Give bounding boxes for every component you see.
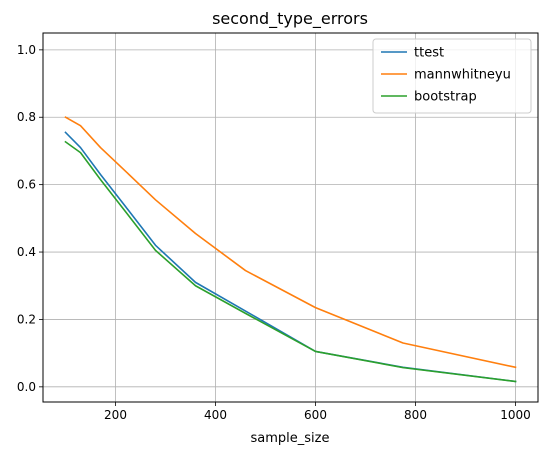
x-tick-label: 600 [304,408,327,422]
series-line-bootstrap [64,140,517,383]
y-tick-label: 0.6 [17,178,36,192]
x-axis-label: sample_size [251,431,330,446]
x-tick-label: 800 [404,408,427,422]
y-tick-label: 0.0 [17,380,36,394]
plot-area-frame [42,32,539,403]
x-axis-ticks: 200 400 600 800 1000 [104,402,531,422]
legend-label-mannwhitneyu: mannwhitneyu [414,68,511,83]
y-axis-ticks: 0.0 0.2 0.4 0.6 0.8 1.0 [17,43,43,394]
y-tick-label: 0.2 [17,312,36,326]
legend-box [372,38,532,114]
series-lines [64,116,517,383]
x-tick-label: 200 [104,408,127,422]
grid-lines [43,33,538,402]
x-tick-label: 1000 [500,408,531,422]
y-tick-label: 1.0 [17,43,36,57]
x-tick-label: 400 [204,408,227,422]
y-tick-label: 0.8 [17,110,36,124]
legend-label-ttest: ttest [414,46,444,61]
series-line-mannwhitneyu [64,116,517,369]
legend-label-bootstrap: bootstrap [414,90,477,105]
legend: ttest mannwhitneyu bootstrap [372,38,532,114]
y-tick-label: 0.4 [17,245,36,259]
series-line-ttest [64,131,517,383]
chart-title: second_type_errors [212,9,368,29]
